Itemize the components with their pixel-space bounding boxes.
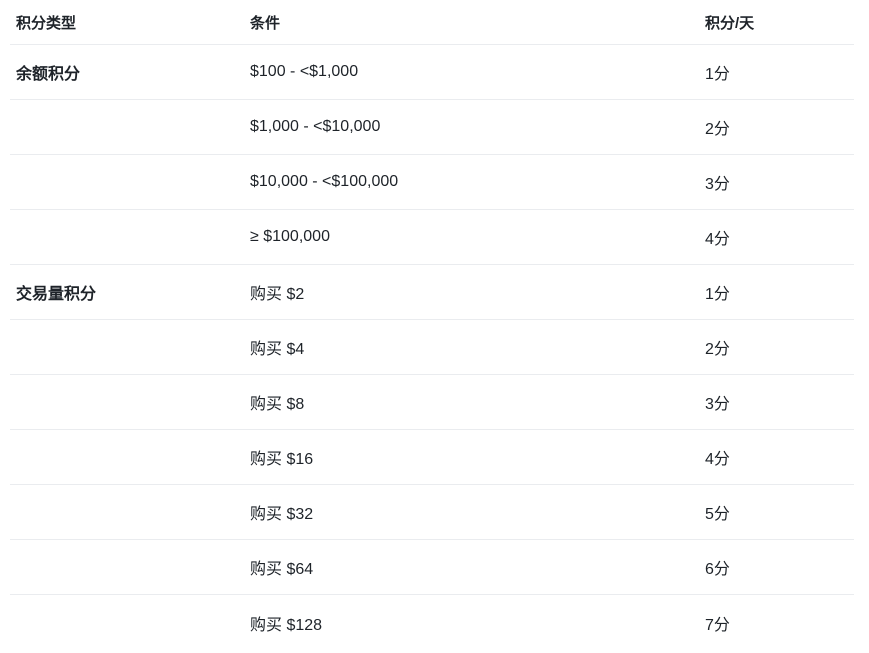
condition-cell: 购买 $16 xyxy=(250,451,314,468)
table-row: 购买 $8 3分 xyxy=(10,375,854,430)
condition-cell: 购买 $2 xyxy=(250,286,305,303)
table-row: $1,000 - <$10,000 2分 xyxy=(10,100,854,155)
table-row: 购买 $32 5分 xyxy=(10,485,854,540)
condition-cell: $10,000 - <$100,000 xyxy=(250,173,399,190)
points-per-day-cell: 1分 xyxy=(705,66,730,83)
table-row: 购买 $64 6分 xyxy=(10,540,854,595)
column-header-points-per-day: 积分/天 xyxy=(705,14,755,32)
condition-cell: $1,000 - <$10,000 xyxy=(250,118,381,135)
points-rules-table: 积分类型 条件 积分/天 余额积分 $100 - <$1,000 1分 $1,0… xyxy=(10,0,854,650)
condition-cell: $100 - <$1,000 xyxy=(250,63,359,80)
table-row: 购买 $4 2分 xyxy=(10,320,854,375)
table-row: 交易量积分 购买 $2 1分 xyxy=(10,265,854,320)
points-per-day-cell: 4分 xyxy=(705,451,730,468)
column-header-points-type: 积分类型 xyxy=(16,14,77,32)
table-row: $10,000 - <$100,000 3分 xyxy=(10,155,854,210)
points-per-day-cell: 5分 xyxy=(705,506,730,523)
condition-cell: 购买 $4 xyxy=(250,341,305,358)
table-row: 购买 $128 7分 xyxy=(10,595,854,650)
points-per-day-cell: 7分 xyxy=(705,616,730,634)
condition-cell: ≥ $100,000 xyxy=(250,228,330,245)
condition-cell: 购买 $8 xyxy=(250,396,305,413)
table-header-row: 积分类型 条件 积分/天 xyxy=(10,0,854,45)
points-per-day-cell: 1分 xyxy=(705,286,730,303)
column-header-condition: 条件 xyxy=(250,14,281,32)
points-per-day-cell: 4分 xyxy=(705,231,730,248)
condition-cell: 购买 $128 xyxy=(250,616,323,634)
points-per-day-cell: 3分 xyxy=(705,176,730,193)
condition-cell: 购买 $32 xyxy=(250,506,314,523)
table-row: 余额积分 $100 - <$1,000 1分 xyxy=(10,45,854,100)
table-row: ≥ $100,000 4分 xyxy=(10,210,854,265)
points-per-day-cell: 2分 xyxy=(705,121,730,138)
points-per-day-cell: 2分 xyxy=(705,341,730,358)
points-per-day-cell: 3分 xyxy=(705,396,730,413)
condition-cell: 购买 $64 xyxy=(250,561,314,578)
points-per-day-cell: 6分 xyxy=(705,561,730,578)
points-type-cell: 余额积分 xyxy=(16,66,81,83)
points-type-cell: 交易量积分 xyxy=(16,286,97,303)
table-body: 余额积分 $100 - <$1,000 1分 $1,000 - <$10,000… xyxy=(10,45,854,650)
table-row: 购买 $16 4分 xyxy=(10,430,854,485)
